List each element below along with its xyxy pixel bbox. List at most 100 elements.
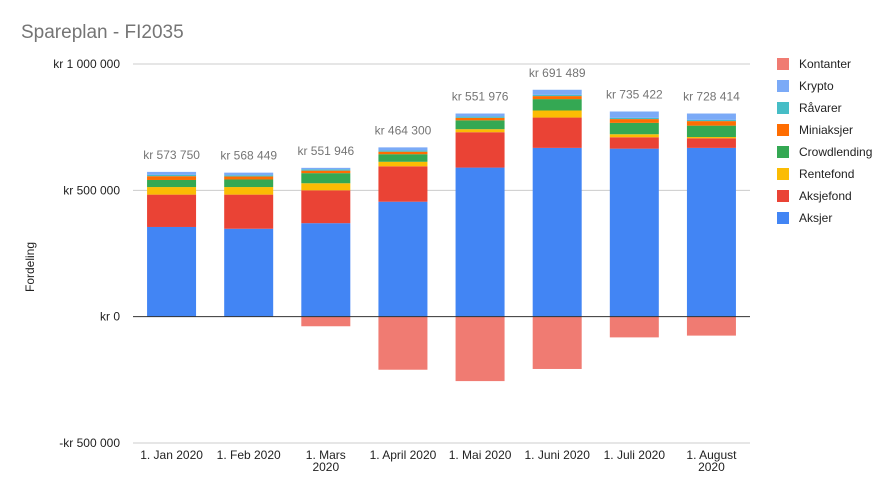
bar-segment	[686, 316, 736, 336]
legend-swatch	[777, 124, 789, 136]
total-label: kr 568 449	[220, 149, 277, 163]
bar-segment	[301, 169, 351, 171]
legend-swatch	[777, 190, 789, 202]
bar-segment	[686, 137, 736, 139]
legend-label: Kontanter	[799, 57, 851, 71]
bar-segment	[532, 110, 582, 118]
bar-segment	[455, 116, 505, 118]
chart-title: Spareplan - FI2035	[21, 22, 184, 43]
bar-segment	[224, 176, 274, 180]
bar-segment	[224, 175, 274, 177]
total-label: kr 551 976	[452, 90, 509, 104]
bar-segment	[686, 121, 736, 126]
bar-segment	[532, 99, 582, 111]
bar-segment	[532, 316, 582, 369]
bar-segment	[378, 151, 428, 155]
x-tick-label: 1. April 2020	[370, 448, 437, 462]
bar-segment	[455, 132, 505, 168]
total-label: kr 728 414	[683, 90, 740, 104]
bar-segment	[224, 172, 274, 176]
bar-segment	[609, 148, 659, 317]
y-tick-label: -kr 500 000	[59, 436, 120, 450]
x-tick-label: 1. August	[686, 448, 737, 462]
bar-segment	[455, 120, 505, 130]
x-tick-label: 1. Feb 2020	[217, 448, 281, 462]
bar-segment	[378, 161, 428, 167]
total-label: kr 573 750	[143, 148, 200, 162]
legend-label: Råvarer	[799, 101, 842, 115]
bar-segment	[686, 138, 736, 148]
y-tick-label: kr 1 000 000	[53, 57, 120, 71]
x-tick-label: 1. Juni 2020	[524, 448, 590, 462]
bar-segment	[378, 150, 428, 152]
y-axis-label: Fordeling	[23, 242, 37, 292]
bars	[147, 89, 736, 382]
bar-segment	[532, 89, 582, 95]
legend-label: Rentefond	[799, 167, 854, 181]
bar-segment	[609, 316, 659, 338]
bar-segment	[378, 147, 428, 151]
total-labels: kr 573 750 kr 568 449 kr 551 946 kr 464 300…	[143, 66, 740, 163]
bar-segment	[224, 187, 274, 195]
legend-label: Aksjer	[799, 211, 832, 225]
x-tick-label: 2020	[698, 460, 725, 474]
bar-segment	[609, 119, 659, 123]
bar-segment	[378, 166, 428, 202]
bar-segment	[224, 228, 274, 317]
y-axis-ticks: kr 1 000 000 kr 500 000 kr 0 -kr 500 000	[53, 57, 120, 450]
bar-segment	[609, 122, 659, 135]
total-label: kr 464 300	[375, 123, 432, 137]
legend-swatch	[777, 168, 789, 180]
x-tick-label: 2020	[312, 460, 339, 474]
legend: Kontanter Krypto Råvarer Miniaksjer Crowdlen…	[777, 57, 872, 225]
bar-segment	[147, 174, 197, 177]
x-tick-label: 1. Juli 2020	[604, 448, 666, 462]
bar-segment	[455, 129, 505, 133]
bar-segment	[686, 147, 736, 317]
legend-label: Miniaksjer	[799, 123, 853, 137]
y-tick-label: kr 500 000	[63, 183, 120, 197]
total-label: kr 735 422	[606, 88, 663, 102]
bar-segment	[147, 179, 197, 188]
legend-label: Crowdlending	[799, 145, 872, 159]
bar-segment	[378, 201, 428, 317]
bar-segment	[455, 117, 505, 121]
bar-segment	[147, 187, 197, 195]
bar-segment	[455, 113, 505, 117]
bar-segment	[609, 111, 659, 118]
bar-segment	[301, 173, 351, 184]
bar-segment	[147, 226, 197, 317]
bar-segment	[455, 316, 505, 382]
bar-segment	[147, 194, 197, 227]
bar-segment	[455, 167, 505, 317]
bar-segment	[532, 117, 582, 148]
bar-segment	[609, 117, 659, 120]
bar-segment	[301, 223, 351, 317]
x-tick-label: 1. Mai 2020	[449, 448, 512, 462]
bar-segment	[301, 170, 351, 174]
bar-segment	[532, 94, 582, 97]
bar-segment	[378, 316, 428, 370]
bar-segment	[609, 137, 659, 149]
legend-swatch	[777, 102, 789, 114]
bar-segment	[609, 134, 659, 138]
bar-segment	[532, 147, 582, 317]
bar-segment	[686, 119, 736, 122]
x-tick-label: 1. Jan 2020	[140, 448, 203, 462]
bar-segment	[147, 176, 197, 180]
bar-segment	[378, 154, 428, 162]
legend-swatch	[777, 212, 789, 224]
x-tick-label: 1. Mars	[306, 448, 346, 462]
bar-segment	[532, 96, 582, 100]
bar-segment	[301, 167, 351, 170]
bar-segment	[301, 190, 351, 224]
bar-segment	[301, 316, 351, 327]
legend-swatch	[777, 80, 789, 92]
legend-swatch	[777, 58, 789, 70]
total-label: kr 551 946	[297, 144, 354, 158]
legend-label: Krypto	[799, 79, 834, 93]
bar-segment	[301, 183, 351, 191]
